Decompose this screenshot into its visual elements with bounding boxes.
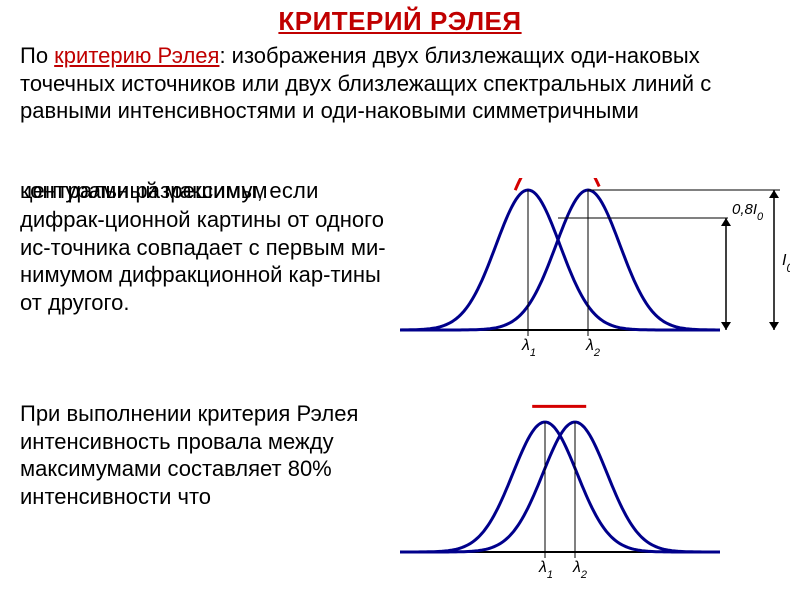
rayleigh-diagram-unresolved: λ1 λ2 bbox=[400, 400, 790, 580]
rayleigh-link: критерию Рэлея bbox=[54, 43, 219, 68]
svg-text:I0: I0 bbox=[782, 252, 790, 275]
left-paragraph-2: При выполнении критерия Рэлея интенсивно… bbox=[20, 400, 390, 510]
overlap-text-b: центральный максимум bbox=[20, 178, 268, 204]
intro-paragraph: По критерию Рэлея: изображения двух близ… bbox=[20, 42, 780, 125]
left-paragraph-1: дифрак-ционной картины от одного ис-точн… bbox=[20, 206, 390, 316]
rayleigh-diagram-resolved: λ1 λ2 I0 0,8I0 bbox=[400, 178, 790, 358]
intro-prefix: По bbox=[20, 43, 54, 68]
svg-text:0,8I0: 0,8I0 bbox=[732, 201, 764, 223]
slide-title: КРИТЕРИЙ РЭЛЕЯ bbox=[0, 6, 800, 37]
svg-text:λ2: λ2 bbox=[572, 559, 587, 580]
slide-root: КРИТЕРИЙ РЭЛЕЯ По критерию Рэлея: изобра… bbox=[0, 0, 800, 600]
svg-text:λ1: λ1 bbox=[521, 337, 536, 358]
overlapping-text-line: контурами разрешимы, если центральный ма… bbox=[20, 178, 420, 206]
svg-text:λ1: λ1 bbox=[538, 559, 553, 580]
svg-text:λ2: λ2 bbox=[585, 337, 600, 358]
